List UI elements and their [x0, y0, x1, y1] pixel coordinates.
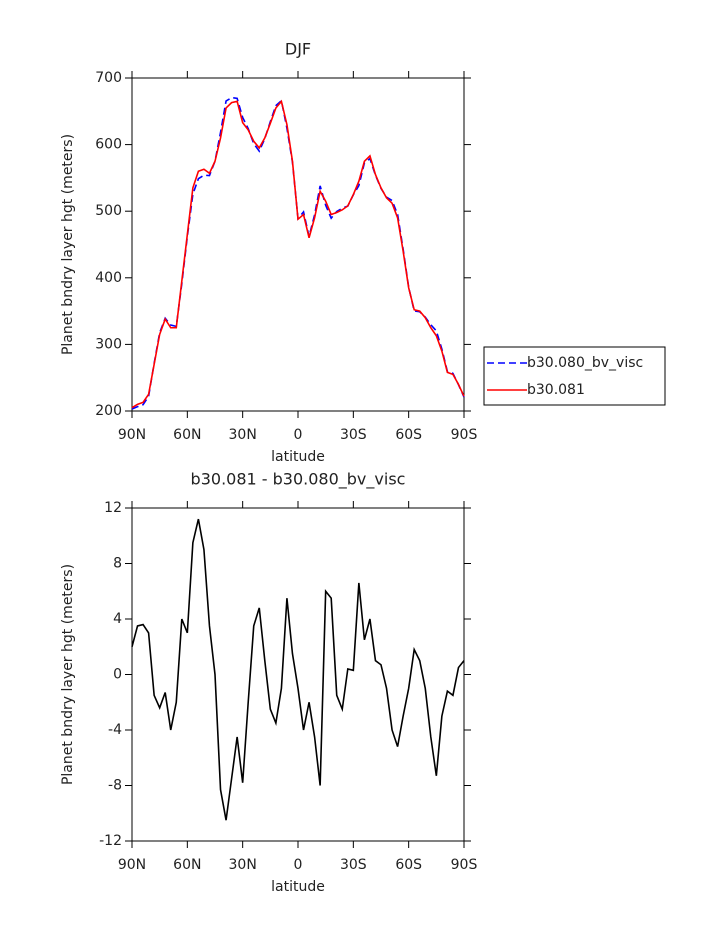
chart-title: DJF [285, 40, 311, 59]
plot-frame [131, 77, 465, 412]
x-axis-label: latitude [271, 879, 325, 895]
y-tick-label: 0 [113, 667, 122, 683]
data-line [131, 518, 465, 821]
y-tick-label: 700 [95, 70, 122, 86]
y-tick-label: 500 [95, 203, 122, 219]
plot-frame [131, 507, 465, 842]
x-tick-label: 90N [118, 857, 146, 873]
y-tick-label: -12 [99, 833, 122, 849]
y-tick-label: 400 [95, 270, 122, 286]
x-tick-label: 30N [229, 427, 257, 443]
y-tick-label: 12 [104, 500, 122, 516]
x-tick-label: 60S [395, 857, 422, 873]
x-tick-label: 60S [395, 427, 422, 443]
y-tick-label: 300 [95, 336, 122, 352]
y-tick-label: 8 [113, 556, 122, 572]
y-tick-label: 600 [95, 137, 122, 153]
x-axis-label: latitude [271, 449, 325, 465]
legend-box [483, 346, 666, 406]
data-line [131, 99, 465, 409]
x-tick-label: 0 [294, 857, 303, 873]
legend-label: b30.080_bv_visc [527, 355, 643, 371]
y-tick-label: -4 [108, 722, 122, 738]
x-tick-label: 90S [451, 857, 478, 873]
x-tick-label: 30S [340, 857, 367, 873]
x-tick-label: 0 [294, 427, 303, 443]
x-tick-label: 60N [173, 427, 201, 443]
legend-label: b30.081 [527, 382, 585, 398]
x-tick-label: 90S [451, 427, 478, 443]
chart-title: b30.081 - b30.080_bv_visc [191, 470, 406, 490]
x-tick-label: 30S [340, 427, 367, 443]
x-tick-label: 90N [118, 427, 146, 443]
y-tick-label: 4 [113, 611, 122, 627]
y-tick-label: 200 [95, 403, 122, 419]
y-axis-label: Planet bndry layer hgt (meters) [60, 134, 76, 355]
y-tick-label: -8 [108, 778, 122, 794]
x-tick-label: 30N [229, 857, 257, 873]
y-axis-label: Planet bndry layer hgt (meters) [60, 564, 76, 785]
data-line [131, 96, 465, 410]
x-tick-label: 60N [173, 857, 201, 873]
